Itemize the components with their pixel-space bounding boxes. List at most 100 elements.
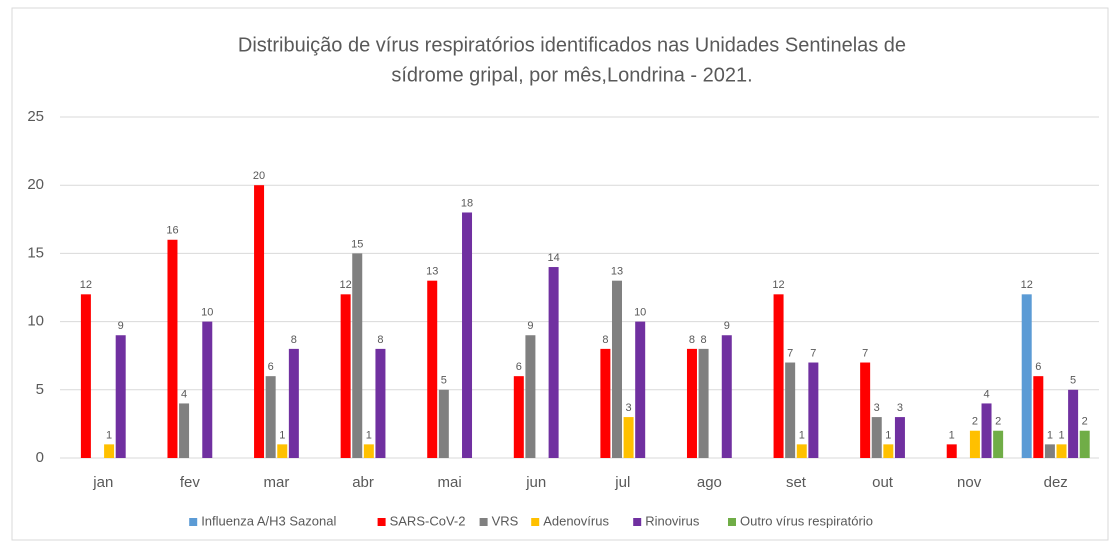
legend-swatch (728, 518, 736, 526)
bar (785, 362, 796, 458)
bar (773, 294, 784, 458)
x-tick-label: dez (1044, 474, 1068, 491)
data-label: 2 (972, 416, 978, 428)
data-label: 6 (516, 361, 522, 373)
x-tick-label: out (872, 474, 894, 491)
x-tick-label: set (786, 474, 807, 491)
data-label: 8 (689, 334, 695, 346)
data-label: 1 (885, 429, 891, 441)
bar (969, 430, 980, 458)
bar (883, 444, 894, 458)
data-label: 8 (377, 334, 383, 346)
legend-swatch (377, 518, 386, 526)
legend-label: VRS (492, 513, 519, 528)
bar (808, 362, 819, 458)
bar (981, 403, 992, 458)
y-tick-label: 0 (36, 449, 44, 466)
data-label: 9 (724, 320, 730, 332)
bar (254, 185, 265, 458)
y-tick-label: 25 (27, 108, 44, 125)
bar (1068, 389, 1079, 458)
bar (548, 267, 559, 458)
bar (1021, 294, 1032, 458)
x-tick-label: jun (525, 474, 546, 491)
bar (721, 335, 732, 458)
bar (894, 417, 905, 458)
bar (860, 362, 871, 458)
bar (796, 444, 807, 458)
bar (462, 212, 473, 458)
bar (946, 444, 957, 458)
chart-title: Distribuição de vírus respiratórios iden… (238, 34, 906, 56)
bar (179, 403, 190, 458)
bar (80, 294, 91, 458)
data-label: 6 (268, 361, 274, 373)
data-label: 12 (80, 279, 92, 291)
bar (352, 253, 363, 458)
bar (288, 348, 299, 458)
legend-label: Rinovirus (645, 513, 700, 528)
data-label: 12 (772, 279, 784, 291)
data-label: 7 (787, 347, 793, 359)
y-tick-label: 10 (27, 313, 44, 330)
bar (104, 444, 115, 458)
data-label: 1 (366, 429, 372, 441)
bar (363, 444, 374, 458)
data-label: 8 (602, 334, 608, 346)
legend-label: SARS-CoV-2 (390, 513, 466, 528)
legend-label: Adenovírus (543, 513, 609, 528)
x-tick-label: jan (92, 474, 113, 491)
data-label: 7 (862, 347, 868, 359)
data-label: 15 (351, 238, 363, 250)
data-label: 3 (897, 402, 903, 414)
data-label: 12 (340, 279, 352, 291)
bar (686, 348, 697, 458)
bar (635, 321, 646, 458)
data-label: 13 (426, 266, 438, 278)
bar (265, 376, 276, 458)
data-label: 8 (701, 334, 707, 346)
data-label: 7 (810, 347, 816, 359)
legend-swatch (633, 518, 642, 526)
bar (525, 335, 536, 458)
data-label: 5 (1070, 375, 1076, 387)
chart-frame (11, 7, 1109, 541)
bar (871, 417, 882, 458)
bar (375, 348, 386, 458)
data-label: 1 (279, 429, 285, 441)
x-tick-label: abr (352, 474, 374, 491)
bar (438, 389, 449, 458)
data-label: 16 (166, 225, 178, 237)
legend-label: Outro vírus respiratório (740, 513, 873, 528)
legend-swatch (531, 518, 540, 526)
bar (202, 321, 213, 458)
data-label: 2 (995, 416, 1001, 428)
x-tick-label: mai (438, 474, 462, 491)
y-tick-label: 5 (36, 381, 44, 398)
bar (340, 294, 351, 458)
legend-label: Influenza A/H3 Sazonal (201, 513, 336, 528)
bar (611, 280, 622, 458)
bar (623, 417, 634, 458)
y-tick-label: 15 (27, 244, 44, 261)
data-label: 9 (118, 320, 124, 332)
x-tick-label: jul (614, 474, 630, 491)
x-tick-label: fev (180, 474, 201, 491)
x-tick-label: nov (957, 474, 982, 491)
bar (600, 348, 611, 458)
chart-title: sídrome gripal, por mês,Londrina - 2021. (391, 64, 752, 86)
data-label: 14 (547, 252, 559, 264)
data-label: 18 (461, 197, 473, 209)
data-label: 13 (611, 266, 623, 278)
bar (115, 335, 126, 458)
data-label: 5 (441, 375, 447, 387)
bar (427, 280, 438, 458)
data-label: 1 (949, 429, 955, 441)
data-label: 4 (181, 388, 187, 400)
bar (513, 376, 524, 458)
data-label: 10 (201, 307, 213, 319)
bar (277, 444, 288, 458)
x-tick-label: ago (697, 474, 722, 491)
legend-swatch (189, 518, 198, 526)
